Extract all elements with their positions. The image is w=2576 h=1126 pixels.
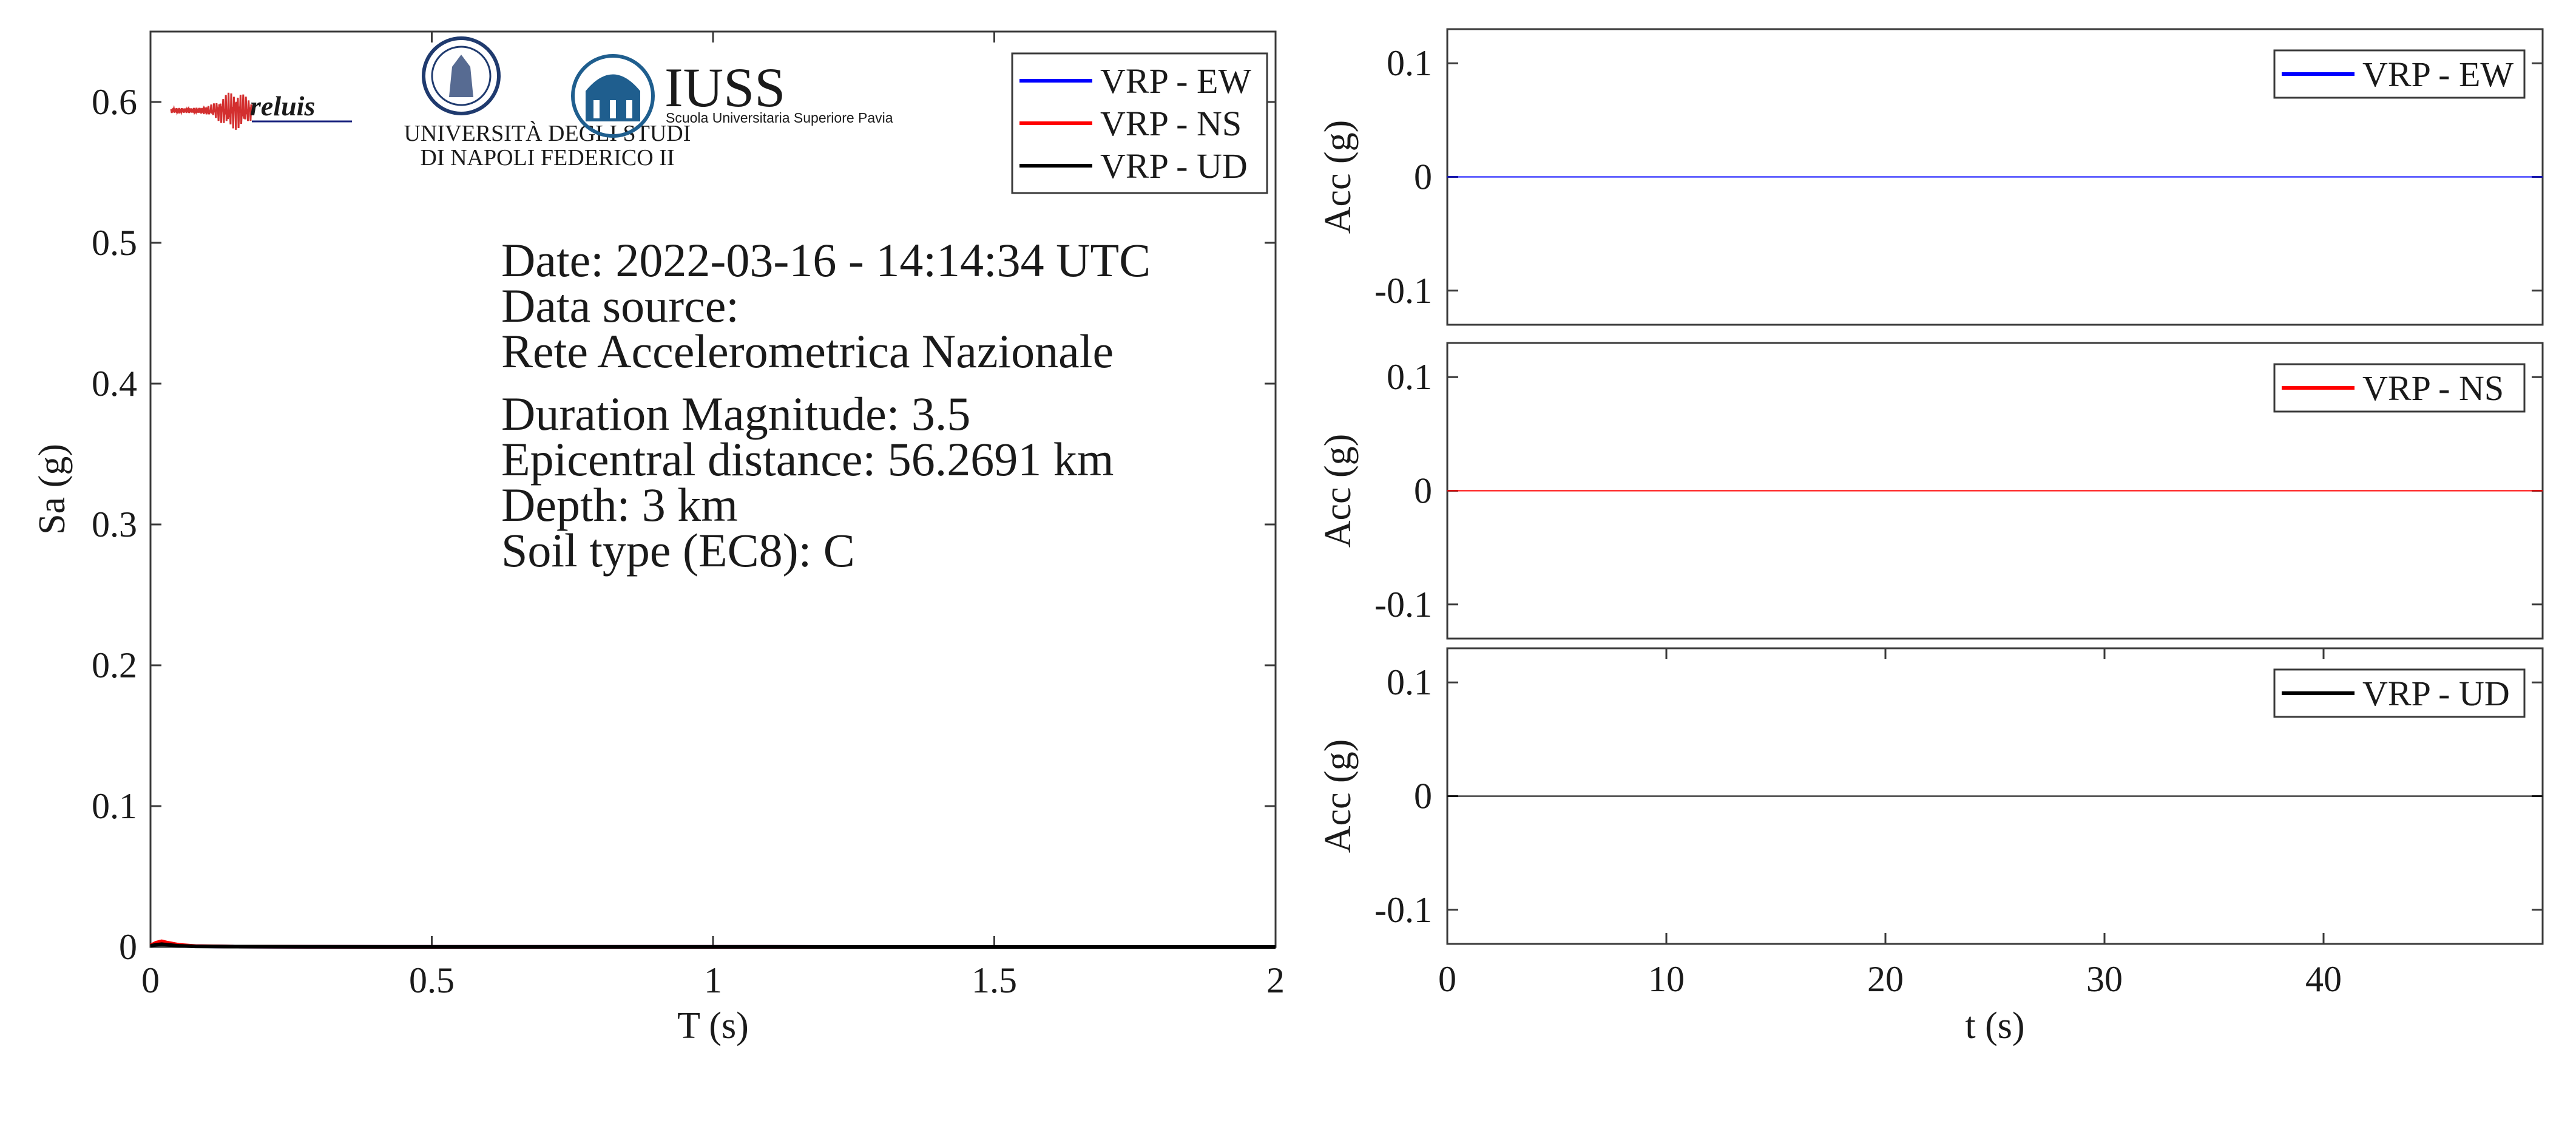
acceleration-y-axis-label: Acc (g) [1317,120,1359,234]
acceleration-y-tick-label: -0.1 [1374,890,1432,930]
iuss-logo: IUSS Scuola Universitaria Superiore Pavi… [571,54,893,138]
acceleration-y-axis-label: Acc (g) [1317,434,1359,548]
iuss-wordmark: IUSS [664,56,785,118]
acceleration-panel-3: 0.10-0.10 10 20 30 40t (s)Acc (g)VRP - UD [1317,647,2544,1046]
spectrum-y-tick-label: 0.5 [92,223,137,263]
spectrum-info-line-6: Depth: 3 km [501,478,738,531]
spectrum-x-axis-label: T (s) [677,1005,749,1046]
spectrum-y-tick-label: 0.1 [92,786,137,826]
acceleration-x-axis-label: t (s) [1965,1005,2024,1046]
acceleration-y-tick-label: 0 [1414,776,1432,816]
unina-name-line1: UNIVERSITÀ DEGLI STUDI [404,121,691,146]
iuss-emblem-window [610,100,616,118]
acceleration-y-tick-label: 0 [1414,157,1432,197]
acceleration-y-tick-label: 0.1 [1387,662,1432,702]
iuss-emblem-window [626,100,632,118]
reluis-waveform-mark [170,92,252,130]
spectrum-info-line-4: Duration Magnitude: 3.5 [501,387,970,440]
acceleration-x-tick-label: 0 [1438,959,1456,999]
spectrum-x-tick-label: 0.5 [409,960,455,1000]
spectrum-x-tick-label: 1 [704,960,722,1000]
acceleration-y-axis-label: Acc (g) [1317,739,1359,853]
response-spectrum-chart: 0 0.5 1 1.5 2 0 0.1 0.2 0.3 0.4 0.5 0.6 T (s) Sa (g) V… [32,30,1285,1046]
spectrum-y-axis-label: Sa (g) [32,444,73,535]
acceleration-x-tick-label: 10 [1648,959,1685,999]
acceleration-x-tick-label: 30 [2086,959,2123,999]
spectrum-x-tick-label: 2 [1266,960,1285,1000]
iuss-emblem-window [593,100,600,118]
spectrum-y-tick-label: 0.4 [92,364,137,404]
acceleration-legend-label: VRP - EW [2362,55,2513,94]
acceleration-x-tick-label: 20 [1867,959,1904,999]
spectrum-info-line-5: Epicentral distance: 56.2691 km [501,433,1114,486]
spectrum-y-tick-label: 0.3 [92,504,137,544]
acceleration-y-tick-label: 0 [1414,471,1432,511]
unina-seal-figure [449,55,473,97]
spectrum-legend-label-2: VRP - NS [1100,104,1242,143]
acceleration-y-tick-label: 0.1 [1387,357,1432,397]
reluis-logo: reluis [170,90,352,130]
reluis-wordmark: reluis [250,90,315,121]
acceleration-y-tick-label: -0.1 [1374,585,1432,625]
spectrum-legend-label-1: VRP - EW [1100,61,1251,101]
acceleration-panel-1: 0.1 0 -0.1 Acc (g) VRP - EW [1317,28,2544,326]
spectrum-x-tick-label: 1.5 [972,960,1017,1000]
spectrum-info-line-3: Rete Accelerometrica Nazionale [501,325,1114,378]
spectrum-legend-label-3: VRP - UD [1100,146,1248,186]
acceleration-panel-2: 0.1 0 -0.1 Acc (g) VRP - NS [1317,342,2544,640]
acceleration-x-tick-label: 40 [2305,959,2342,999]
unina-logo: UNIVERSITÀ DEGLI STUDI DI NAPOLI FEDERIC… [404,36,691,171]
acceleration-y-tick-label: 0.1 [1387,43,1432,83]
unina-name-line2: DI NAPOLI FEDERICO II [420,145,674,171]
spectrum-series-line-3 [150,942,1276,949]
spectrum-x-tick-label: 0 [141,960,160,1000]
spectrum-info-line-2: Data source: [501,279,739,332]
spectrum-info-line-7: Soil type (EC8): C [501,524,855,577]
spectrum-y-tick-label: 0.6 [92,82,137,122]
spectrum-y-tick-label: 0 [119,927,137,967]
institution-logos: reluis UNIVERSITÀ DEGLI STUDI DI NAPOLI … [170,36,893,171]
unina-seal-inner [431,46,492,106]
iuss-subtitle: Scuola Universitaria Superiore Pavia [666,110,893,126]
spectrum-info-line-1: Date: 2022-03-16 - 14:14:34 UTC [501,234,1151,287]
iuss-emblem-ring [571,54,655,138]
spectrum-y-tick-label: 0.2 [92,645,137,685]
unina-seal-outer [422,36,501,115]
acceleration-legend-label: VRP - NS [2362,368,2504,408]
acceleration-legend-label: VRP - UD [2362,674,2510,713]
acceleration-y-tick-label: -0.1 [1374,271,1432,311]
